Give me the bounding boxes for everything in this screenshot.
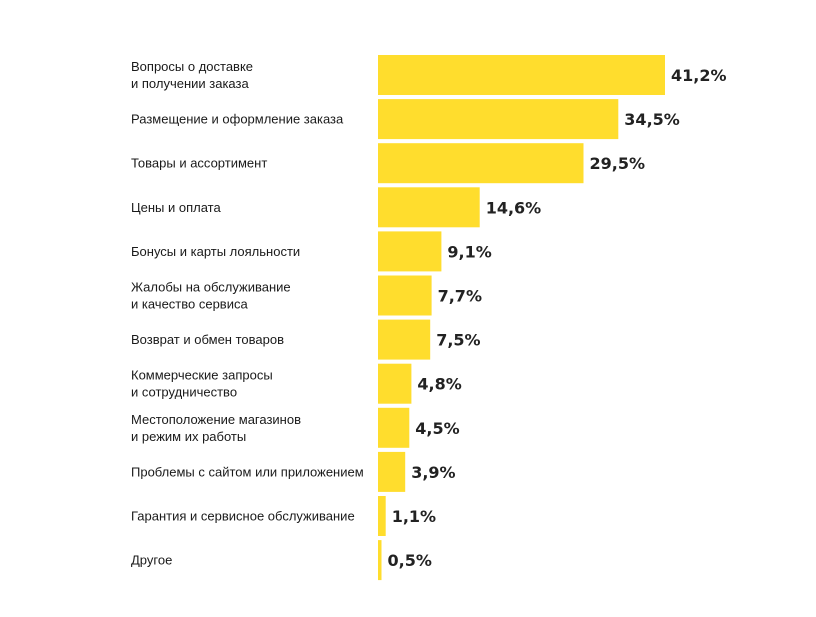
value-label-0: 41,2% xyxy=(671,66,727,85)
value-label-9: 3,9% xyxy=(411,463,455,482)
category-label-line: Местоположение магазинов xyxy=(131,412,301,427)
value-label-7: 4,8% xyxy=(417,375,461,394)
category-label-line: Гарантия и сервисное обслуживание xyxy=(131,509,355,524)
category-label-9: Проблемы с сайтом или приложением xyxy=(131,464,364,479)
category-label-line: Возврат и обмен товаров xyxy=(131,332,284,347)
category-label-line: и получении заказа xyxy=(131,76,249,91)
bar-1 xyxy=(378,99,619,140)
value-label-5: 7,7% xyxy=(438,287,482,306)
category-label-line: и сотрудничество xyxy=(131,385,237,400)
bar-11 xyxy=(378,540,382,581)
bar-9 xyxy=(378,451,406,492)
category-label-line: Размещение и оформление заказа xyxy=(131,112,344,127)
category-label-1: Размещение и оформление заказа xyxy=(131,112,344,127)
category-label-line: Коммерческие запросы xyxy=(131,368,273,383)
value-label-2: 29,5% xyxy=(590,154,646,173)
category-label-10: Гарантия и сервисное обслуживание xyxy=(131,509,355,524)
category-label-line: и качество сервиса xyxy=(131,297,248,312)
category-label-5: Жалобы на обслуживание и качество сервиса xyxy=(131,280,291,312)
bar-5 xyxy=(378,275,432,316)
value-label-10: 1,1% xyxy=(392,507,436,526)
bar-6 xyxy=(378,319,431,360)
bar-3 xyxy=(378,187,480,228)
category-label-6: Возврат и обмен товаров xyxy=(131,332,284,347)
category-label-line: Цены и оплата xyxy=(131,200,221,215)
category-label-line: и режим их работы xyxy=(131,429,246,444)
category-label-4: Бонусы и карты лояльности xyxy=(131,244,300,259)
category-label-line: Жалобы на обслуживание xyxy=(131,280,291,295)
category-label-11: Другое xyxy=(131,553,172,568)
category-label-line: Проблемы с сайтом или приложением xyxy=(131,464,364,479)
category-label-line: Товары и ассортимент xyxy=(131,156,267,171)
category-label-8: Местоположение магазинов и режим их работ… xyxy=(131,412,301,444)
category-label-2: Товары и ассортимент xyxy=(131,156,267,171)
category-label-line: Вопросы о доставке xyxy=(131,59,253,74)
value-label-8: 4,5% xyxy=(415,419,459,438)
bar-10 xyxy=(378,496,386,536)
value-label-11: 0,5% xyxy=(388,551,432,570)
bar-4 xyxy=(378,231,442,272)
bar-2 xyxy=(378,143,584,184)
category-label-3: Цены и оплата xyxy=(131,200,221,215)
category-label-line: Бонусы и карты лояльности xyxy=(131,244,300,259)
bar-0 xyxy=(378,55,665,95)
category-label-0: Вопросы о доставке и получении заказа xyxy=(131,59,253,91)
value-label-4: 9,1% xyxy=(447,242,491,261)
bar-7 xyxy=(378,363,412,404)
value-label-1: 34,5% xyxy=(624,110,680,129)
value-label-3: 14,6% xyxy=(486,198,542,217)
category-label-7: Коммерческие запросы и сотрудничество xyxy=(131,368,273,400)
bar-8 xyxy=(378,407,410,448)
category-label-line: Другое xyxy=(131,553,172,568)
value-label-6: 7,5% xyxy=(436,331,480,350)
